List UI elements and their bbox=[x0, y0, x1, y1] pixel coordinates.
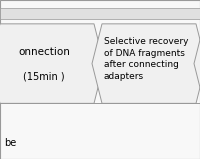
Polygon shape bbox=[0, 24, 104, 103]
Text: Selective recovery
of DNA fragments
after connecting
adapters: Selective recovery of DNA fragments afte… bbox=[104, 37, 188, 80]
Text: onnection: onnection bbox=[18, 48, 70, 57]
Polygon shape bbox=[194, 24, 200, 103]
Text: be: be bbox=[4, 138, 16, 148]
Bar bbox=[0, 8, 200, 19]
Polygon shape bbox=[92, 24, 200, 103]
Text: (15min ): (15min ) bbox=[23, 71, 65, 81]
